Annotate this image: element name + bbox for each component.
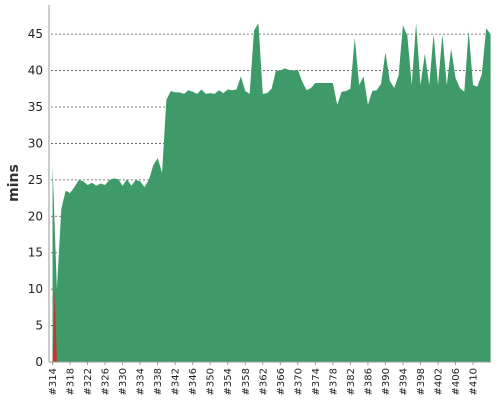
x-tick-label: #346 (188, 368, 199, 395)
x-tick-label: #330 (118, 368, 129, 395)
y-tick-label: 30 (28, 136, 43, 150)
y-tick-labels: 0 5 10 15 20 25 30 35 40 45 (28, 27, 43, 369)
x-tick-label: #326 (101, 368, 112, 395)
x-tick-label: #342 (171, 368, 182, 395)
plot-area (52, 23, 491, 363)
x-tick-label: #338 (153, 368, 164, 395)
x-tick-label: #386 (363, 368, 374, 395)
x-tick-label: #370 (293, 368, 304, 395)
x-tick-label: #322 (83, 368, 94, 395)
y-tick-label: 35 (28, 100, 43, 114)
x-tick-label: #374 (311, 368, 322, 395)
x-tick-label: #358 (241, 368, 252, 395)
x-tick-label: #406 (451, 368, 462, 395)
y-tick-label: 15 (28, 246, 43, 260)
series-area-main (52, 23, 491, 363)
x-tick-label: #378 (328, 368, 339, 395)
y-axis-label: mins (6, 164, 22, 202)
x-tick-label: #402 (434, 368, 445, 395)
x-tick-label: #350 (206, 368, 217, 395)
x-tick-label: #382 (346, 368, 357, 395)
series-area-secondary (52, 289, 57, 362)
x-tick-label: #410 (469, 368, 480, 395)
x-tick-label: #394 (398, 368, 409, 395)
x-tick-label: #334 (136, 368, 147, 395)
x-tick-label: #314 (48, 368, 59, 395)
y-tick-label: 10 (28, 282, 43, 296)
x-tick-labels: #314 #318 #322 #326 #330 #334 #338 #342 #346 #350… (48, 362, 480, 395)
x-tick-label: #362 (258, 368, 269, 395)
y-tick-label: 40 (28, 64, 43, 78)
x-tick-label: #366 (276, 368, 287, 395)
y-tick-label: 20 (28, 209, 43, 223)
x-tick-label: #354 (223, 368, 234, 395)
x-tick-label: #398 (416, 368, 427, 395)
y-tick-label: 25 (28, 173, 43, 187)
x-tick-label: #318 (66, 368, 77, 395)
y-tick-label: 5 (35, 319, 43, 333)
x-tick-label: #390 (381, 368, 392, 395)
y-tick-label: 0 (35, 355, 43, 369)
y-tick-label: 45 (28, 27, 43, 41)
